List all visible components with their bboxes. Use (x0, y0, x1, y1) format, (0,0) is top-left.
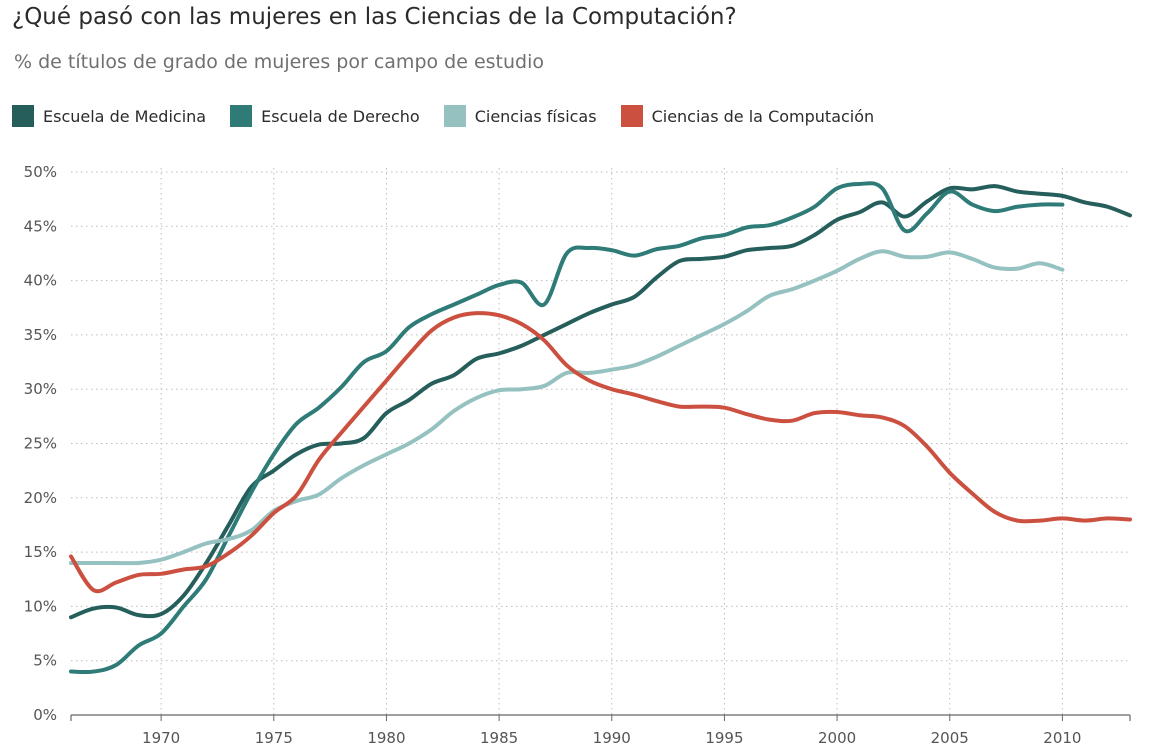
legend-item-derecho: Escuela de Derecho (230, 105, 420, 127)
x-tick-label: 2010 (1043, 729, 1081, 747)
y-tick-label: 40% (24, 272, 57, 290)
chart-subtitle: % de títulos de grado de mujeres por cam… (14, 51, 544, 73)
x-tick-label: 1975 (255, 729, 293, 747)
legend-item-fisicas: Ciencias físicas (443, 105, 597, 127)
legend-label: Ciencias de la Computación (651, 106, 875, 126)
x-tick-label: 1980 (367, 729, 405, 747)
axes: 0% 5% 10% 15% 20% 25% 30% 35% 40% 45% 50% 1970 1975 1… (24, 163, 1131, 747)
y-tick-label: 35% (24, 326, 57, 344)
series-line-derecho (69, 181, 1065, 675)
legend-item-computacion: Ciencias de la Computación (620, 105, 875, 127)
x-tick-label: 1990 (593, 729, 631, 747)
x-tick-label: 2000 (818, 729, 856, 747)
legend-label: Escuela de Derecho (261, 106, 420, 126)
x-tick-label: 1995 (705, 729, 743, 747)
y-tick-label: 50% (24, 163, 57, 181)
legend-label: Ciencias físicas (474, 106, 597, 126)
series-line-medicina (69, 184, 1132, 620)
x-tick-label: 1985 (480, 729, 518, 747)
legend-swatch (443, 105, 466, 127)
series-lines (69, 181, 1132, 675)
y-tick-label: 45% (24, 217, 57, 235)
legend-swatch (620, 105, 643, 127)
y-tick-label: 15% (24, 543, 57, 561)
y-tick-label: 25% (24, 435, 57, 453)
y-tick-label: 30% (24, 380, 57, 398)
legend-swatch (230, 105, 253, 127)
y-tick-label: 0% (33, 706, 57, 724)
legend-item-medicina: Escuela de Medicina (12, 105, 206, 127)
y-tick-label: 20% (24, 489, 57, 507)
grid (71, 168, 1130, 715)
legend-swatch (12, 105, 34, 127)
y-tick-label: 10% (24, 597, 57, 615)
series-line-fisicas (69, 249, 1065, 566)
x-tick-label: 2005 (931, 729, 969, 747)
chart-title: ¿Qué pasó con las mujeres en las Ciencia… (12, 4, 737, 30)
legend-label: Escuela de Medicina (43, 106, 207, 126)
series-line-computacion (69, 311, 1132, 594)
legend: Escuela de Medicina Escuela de Derecho C… (12, 105, 898, 127)
y-tick-label: 5% (33, 652, 57, 670)
x-tick-label: 1970 (142, 729, 180, 747)
